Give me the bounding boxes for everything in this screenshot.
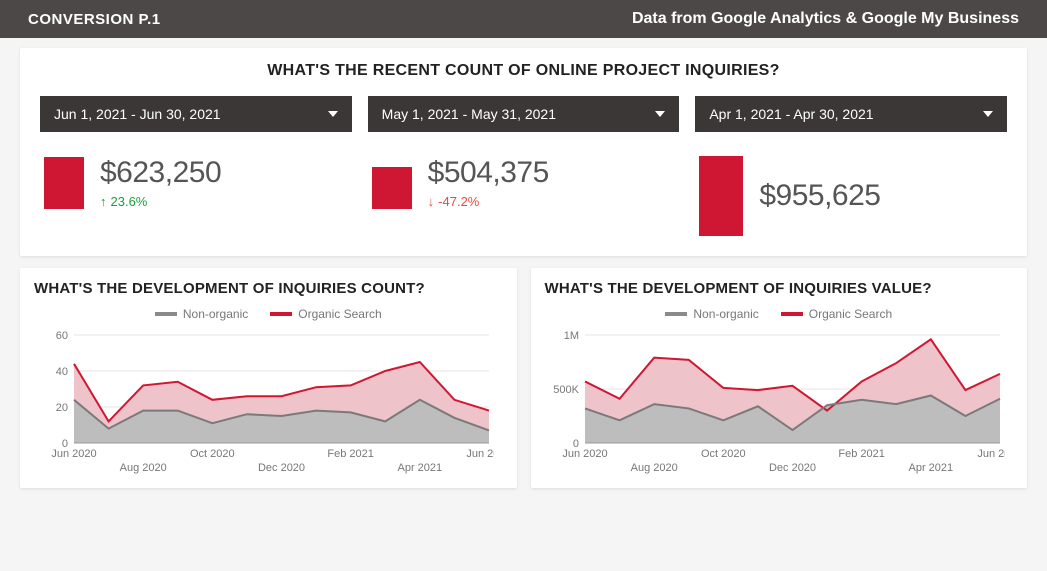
svg-text:Oct 2020: Oct 2020 <box>190 448 235 460</box>
metric-text: $955,625 <box>759 179 880 213</box>
period-col-0: Jun 1, 2021 - Jun 30, 2021 $623,250 ↑ 23.6% <box>40 96 352 236</box>
metric-text: $623,250 ↑ 23.6% <box>100 156 221 209</box>
legend-item: Non-organic <box>155 307 248 321</box>
count-chart-legend: Non-organic Organic Search <box>34 307 503 321</box>
value-chart-panel: WHAT'S THE DEVELOPMENT OF INQUIRIES VALU… <box>531 268 1028 488</box>
metric-row-2: $955,625 <box>695 156 1007 236</box>
arrow-up-icon: ↑ <box>100 194 107 209</box>
delta-label: 23.6% <box>111 194 148 209</box>
legend-label: Non-organic <box>693 307 758 321</box>
metric-delta: ↑ 23.6% <box>100 194 221 209</box>
legend-item: Non-organic <box>665 307 758 321</box>
metric-value: $955,625 <box>759 179 880 213</box>
svg-text:Aug 2020: Aug 2020 <box>630 462 677 474</box>
metric-text: $504,375 ↓-47.2% <box>428 156 549 209</box>
svg-text:Apr 2021: Apr 2021 <box>398 462 443 474</box>
svg-text:1M: 1M <box>563 330 578 342</box>
legend-swatch <box>665 312 687 316</box>
count-chart-panel: WHAT'S THE DEVELOPMENT OF INQUIRIES COUN… <box>20 268 517 488</box>
metric-row-0: $623,250 ↑ 23.6% <box>40 156 352 209</box>
legend-swatch <box>155 312 177 316</box>
svg-text:20: 20 <box>56 402 68 414</box>
metric-bar <box>44 157 84 209</box>
legend-swatch <box>781 312 803 316</box>
value-chart-title: WHAT'S THE DEVELOPMENT OF INQUIRIES VALU… <box>545 280 1014 297</box>
metric-row-1: $504,375 ↓-47.2% <box>368 156 680 209</box>
period-col-2: Apr 1, 2021 - Apr 30, 2021 $955,625 <box>695 96 1007 236</box>
arrow-down-icon: ↓ <box>428 194 435 209</box>
metric-delta: ↓-47.2% <box>428 194 549 209</box>
inquiries-summary-panel: WHAT'S THE RECENT COUNT OF ONLINE PROJEC… <box>20 48 1027 256</box>
chevron-down-icon <box>655 111 665 117</box>
metric-value: $504,375 <box>428 156 549 190</box>
svg-text:Dec 2020: Dec 2020 <box>768 462 815 474</box>
chevron-down-icon <box>983 111 993 117</box>
period-range-label: Apr 1, 2021 - Apr 30, 2021 <box>709 106 873 122</box>
svg-text:Oct 2020: Oct 2020 <box>701 448 746 460</box>
svg-text:Jun 2021: Jun 2021 <box>466 448 494 460</box>
svg-text:Feb 2021: Feb 2021 <box>327 448 373 460</box>
period-select-1[interactable]: May 1, 2021 - May 31, 2021 <box>368 96 680 132</box>
period-select-2[interactable]: Apr 1, 2021 - Apr 30, 2021 <box>695 96 1007 132</box>
metric-bar <box>699 156 743 236</box>
svg-text:500K: 500K <box>553 384 579 396</box>
summary-title: WHAT'S THE RECENT COUNT OF ONLINE PROJEC… <box>40 62 1007 80</box>
data-source-label: Data from Google Analytics & Google My B… <box>632 10 1019 28</box>
period-row: Jun 1, 2021 - Jun 30, 2021 $623,250 ↑ 23.6%… <box>40 96 1007 236</box>
svg-text:Feb 2021: Feb 2021 <box>838 448 884 460</box>
legend-item: Organic Search <box>781 307 892 321</box>
charts-row: WHAT'S THE DEVELOPMENT OF INQUIRIES COUN… <box>20 268 1027 488</box>
svg-text:Jun 2021: Jun 2021 <box>977 448 1005 460</box>
chevron-down-icon <box>328 111 338 117</box>
value-chart-legend: Non-organic Organic Search <box>545 307 1014 321</box>
content-area: WHAT'S THE RECENT COUNT OF ONLINE PROJEC… <box>0 38 1047 494</box>
value-chart: 0500K1MJun 2020Oct 2020Feb 2021Jun 2021A… <box>545 327 1005 477</box>
svg-text:40: 40 <box>56 366 68 378</box>
legend-swatch <box>270 312 292 316</box>
svg-text:Dec 2020: Dec 2020 <box>258 462 305 474</box>
svg-text:Jun 2020: Jun 2020 <box>51 448 96 460</box>
svg-text:Jun 2020: Jun 2020 <box>562 448 607 460</box>
svg-text:60: 60 <box>56 330 68 342</box>
svg-text:Aug 2020: Aug 2020 <box>120 462 167 474</box>
header-bar: CONVERSION P.1 Data from Google Analytic… <box>0 0 1047 38</box>
period-col-1: May 1, 2021 - May 31, 2021 $504,375 ↓-47.2… <box>368 96 680 236</box>
metric-value: $623,250 <box>100 156 221 190</box>
period-range-label: May 1, 2021 - May 31, 2021 <box>382 106 556 122</box>
legend-label: Organic Search <box>809 307 892 321</box>
metric-bar <box>372 167 412 209</box>
count-chart: 0204060Jun 2020Oct 2020Feb 2021Jun 2021A… <box>34 327 494 477</box>
svg-text:Apr 2021: Apr 2021 <box>908 462 953 474</box>
legend-label: Organic Search <box>298 307 381 321</box>
legend-label: Non-organic <box>183 307 248 321</box>
legend-item: Organic Search <box>270 307 381 321</box>
period-range-label: Jun 1, 2021 - Jun 30, 2021 <box>54 106 221 122</box>
page-title: CONVERSION P.1 <box>28 11 161 28</box>
period-select-0[interactable]: Jun 1, 2021 - Jun 30, 2021 <box>40 96 352 132</box>
delta-label: -47.2% <box>438 194 479 209</box>
count-chart-title: WHAT'S THE DEVELOPMENT OF INQUIRIES COUN… <box>34 280 503 297</box>
